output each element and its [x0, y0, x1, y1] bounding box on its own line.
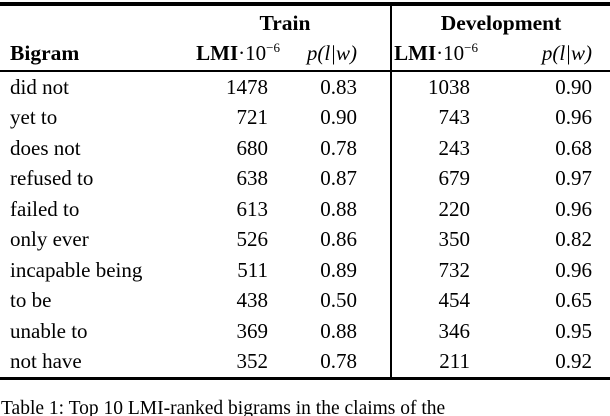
lmi-label: LMI [196, 41, 239, 66]
train-lmi-cell: 438 [236, 288, 269, 313]
dev-lmi-cell: 220 [438, 196, 471, 221]
dev-lmi-cell: 1038 [428, 74, 470, 99]
train-lmi-cell: 369 [236, 318, 269, 343]
dev-p-cell: 0.96 [555, 105, 592, 130]
train-p-cell: 0.89 [285, 255, 392, 286]
train-p-cell: 0.78 [285, 133, 392, 164]
table-row: does not 680 0.78 243 0.68 [0, 133, 610, 164]
dev-lmi-cell: 211 [439, 349, 470, 374]
group-header-development: Development [440, 11, 562, 36]
dev-p-cell: 0.95 [555, 318, 592, 343]
lmi-exponent: −6 [464, 40, 478, 56]
group-header-train: Train [180, 4, 392, 37]
dev-lmi-cell: 732 [438, 257, 471, 282]
bigram-cell: did not [10, 74, 69, 99]
train-p-cell: 0.83 [285, 71, 392, 103]
dev-lmi-cell: 743 [438, 105, 471, 130]
train-lmi-cell: 511 [237, 257, 268, 282]
dev-lmi-cell: 350 [438, 227, 471, 252]
bigram-cell: only ever [10, 227, 89, 252]
train-lmi-cell: 1478 [226, 74, 268, 99]
column-header-dev-p: p(l|w) [500, 37, 610, 72]
dev-p-cell: 0.65 [555, 288, 592, 313]
column-header-bigram: Bigram [0, 37, 180, 72]
lmi-scale: ·10 [436, 41, 465, 66]
train-p-cell: 0.78 [285, 346, 392, 379]
group-header-spacer [0, 4, 180, 37]
bigram-cell: unable to [10, 318, 88, 343]
dev-p-cell: 0.92 [555, 349, 592, 374]
train-lmi-cell: 352 [236, 349, 269, 374]
bigram-cell: not have [10, 349, 82, 374]
train-lmi-cell: 638 [236, 166, 269, 191]
table-row: incapable being 511 0.89 732 0.96 [0, 255, 610, 286]
table-column-header-row: Bigram LMI·10−6 p(l|w) LMI·10−6 p(l|w) [0, 37, 610, 72]
column-header-dev-lmi: LMI·10−6 [391, 37, 500, 72]
table-row: unable to 369 0.88 346 0.95 [0, 316, 610, 347]
dev-p-cell: 0.97 [555, 166, 592, 191]
train-lmi-cell: 721 [236, 105, 269, 130]
bigram-cell: does not [10, 135, 81, 160]
table-row: refused to 638 0.87 679 0.97 [0, 163, 610, 194]
bigram-cell: refused to [10, 166, 94, 191]
table-row: did not 1478 0.83 1038 0.90 [0, 71, 610, 103]
table-row: only ever 526 0.86 350 0.82 [0, 224, 610, 255]
dev-p-cell: 0.68 [555, 135, 592, 160]
bigram-table: Train Development Bigram LMI·10−6 p(l|w)… [0, 2, 610, 380]
train-p-cell: 0.50 [285, 285, 392, 316]
train-lmi-cell: 613 [236, 196, 269, 221]
dev-lmi-cell: 243 [438, 135, 471, 160]
train-p-cell: 0.88 [285, 194, 392, 225]
train-lmi-cell: 680 [236, 135, 269, 160]
train-p-cell: 0.90 [285, 102, 392, 133]
dev-lmi-cell: 454 [438, 288, 471, 313]
table-row: to be 438 0.50 454 0.65 [0, 285, 610, 316]
table-row: not have 352 0.78 211 0.92 [0, 346, 610, 379]
dev-p-cell: 0.82 [555, 227, 592, 252]
train-p-cell: 0.86 [285, 224, 392, 255]
column-header-train-p: p(l|w) [285, 37, 392, 72]
dev-lmi-cell: 679 [438, 166, 471, 191]
column-header-train-lmi: LMI·10−6 [180, 37, 285, 72]
dev-lmi-cell: 346 [438, 318, 471, 343]
table-row: failed to 613 0.88 220 0.96 [0, 194, 610, 225]
table-row: yet to 721 0.90 743 0.96 [0, 102, 610, 133]
train-p-cell: 0.87 [285, 163, 392, 194]
train-p-cell: 0.88 [285, 316, 392, 347]
bigram-cell: incapable being [10, 257, 143, 282]
table-group-header-row: Train Development [0, 4, 610, 37]
dev-p-cell: 0.96 [555, 196, 592, 221]
dev-p-cell: 0.90 [555, 74, 592, 99]
bigram-cell: to be [10, 288, 52, 313]
dev-p-cell: 0.96 [555, 257, 592, 282]
table-caption: Table 1: Top 10 LMI-ranked bigrams in th… [1, 398, 446, 416]
train-lmi-cell: 526 [236, 227, 269, 252]
bigram-cell: yet to [10, 105, 58, 130]
lmi-label: LMI [394, 41, 437, 66]
lmi-scale: ·10 [238, 41, 267, 66]
lmi-exponent: −6 [266, 40, 280, 56]
bigram-cell: failed to [10, 196, 80, 221]
